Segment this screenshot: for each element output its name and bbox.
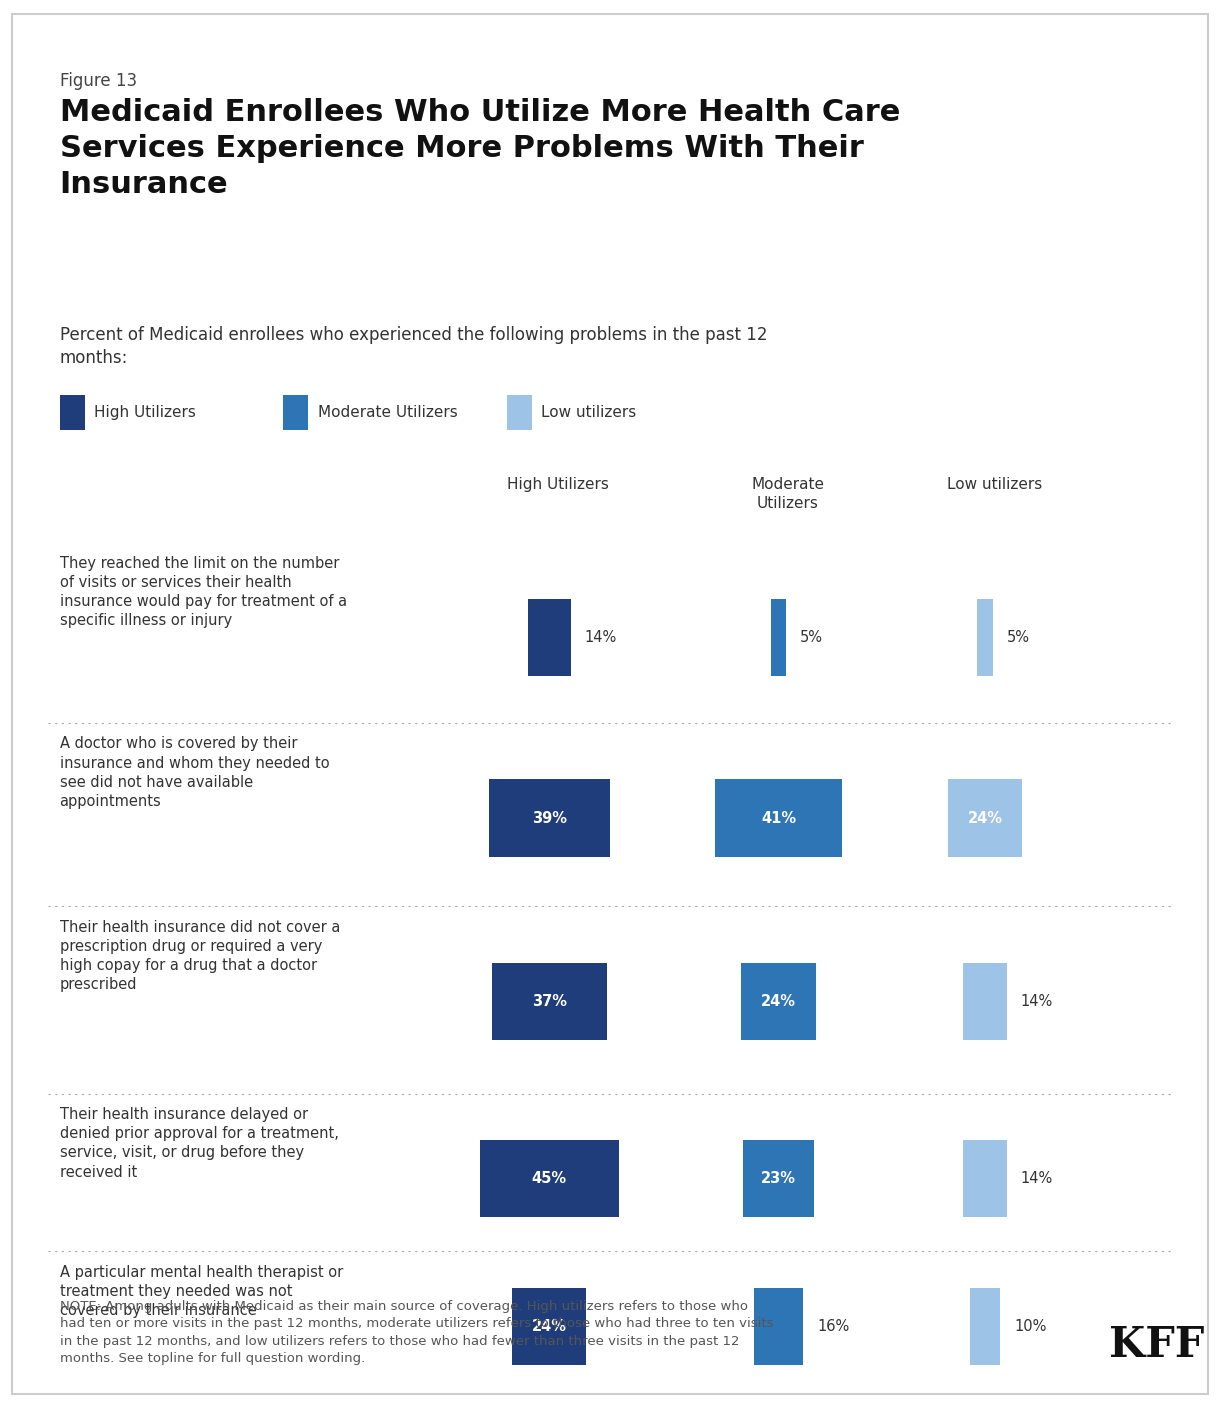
Text: A particular mental health therapist or
treatment they needed was not
covered by: A particular mental health therapist or … — [60, 1264, 343, 1318]
Bar — [754, 1287, 803, 1366]
Text: Percent of Medicaid enrollees who experienced the following problems in the past: Percent of Medicaid enrollees who experi… — [60, 325, 767, 367]
Text: 16%: 16% — [817, 1319, 849, 1333]
Text: NOTE: Among adults with Medicaid as their main source of coverage. High utilizer: NOTE: Among adults with Medicaid as thei… — [60, 1300, 773, 1366]
Bar — [506, 396, 532, 431]
Text: 23%: 23% — [761, 1171, 797, 1186]
Bar — [283, 396, 309, 431]
Bar — [492, 963, 606, 1041]
Bar — [512, 1287, 587, 1366]
Text: Moderate Utilizers: Moderate Utilizers — [317, 406, 458, 420]
Text: 24%: 24% — [532, 1319, 567, 1333]
Text: High Utilizers: High Utilizers — [508, 477, 609, 491]
Text: 10%: 10% — [1014, 1319, 1047, 1333]
Text: Medicaid Enrollees Who Utilize More Health Care
Services Experience More Problem: Medicaid Enrollees Who Utilize More Heal… — [60, 99, 900, 199]
Text: They reached the limit on the number
of visits or services their health
insuranc: They reached the limit on the number of … — [60, 556, 346, 628]
Bar — [479, 1139, 619, 1218]
Bar — [771, 598, 787, 676]
Bar — [489, 779, 610, 857]
Text: 41%: 41% — [761, 811, 797, 825]
Bar — [970, 1287, 1000, 1366]
Text: 14%: 14% — [584, 629, 617, 645]
Text: Their health insurance did not cover a
prescription drug or required a very
high: Their health insurance did not cover a p… — [60, 919, 340, 993]
Bar — [60, 396, 84, 431]
Bar — [964, 963, 1006, 1041]
Text: 37%: 37% — [532, 994, 567, 1008]
Text: 39%: 39% — [532, 811, 567, 825]
Text: Low utilizers: Low utilizers — [542, 406, 637, 420]
Bar — [527, 598, 571, 676]
Text: Moderate
Utilizers: Moderate Utilizers — [752, 477, 825, 511]
Bar — [964, 1139, 1006, 1218]
Text: Low utilizers: Low utilizers — [947, 477, 1042, 491]
Text: 45%: 45% — [532, 1171, 567, 1186]
Bar — [742, 963, 816, 1041]
Text: 24%: 24% — [761, 994, 797, 1008]
Text: 14%: 14% — [1020, 994, 1053, 1008]
Text: Their health insurance delayed or
denied prior approval for a treatment,
service: Their health insurance delayed or denied… — [60, 1107, 338, 1180]
Text: A doctor who is covered by their
insurance and whom they needed to
see did not h: A doctor who is covered by their insuran… — [60, 736, 329, 810]
Text: 24%: 24% — [967, 811, 1003, 825]
Text: KFF: KFF — [1109, 1324, 1204, 1366]
Text: 5%: 5% — [1006, 629, 1030, 645]
Text: 5%: 5% — [800, 629, 824, 645]
Text: Figure 13: Figure 13 — [60, 72, 137, 90]
Bar — [715, 779, 842, 857]
Bar — [743, 1139, 814, 1218]
Text: 14%: 14% — [1020, 1171, 1053, 1186]
Bar — [977, 598, 993, 676]
Text: High Utilizers: High Utilizers — [94, 406, 196, 420]
Bar — [948, 779, 1022, 857]
